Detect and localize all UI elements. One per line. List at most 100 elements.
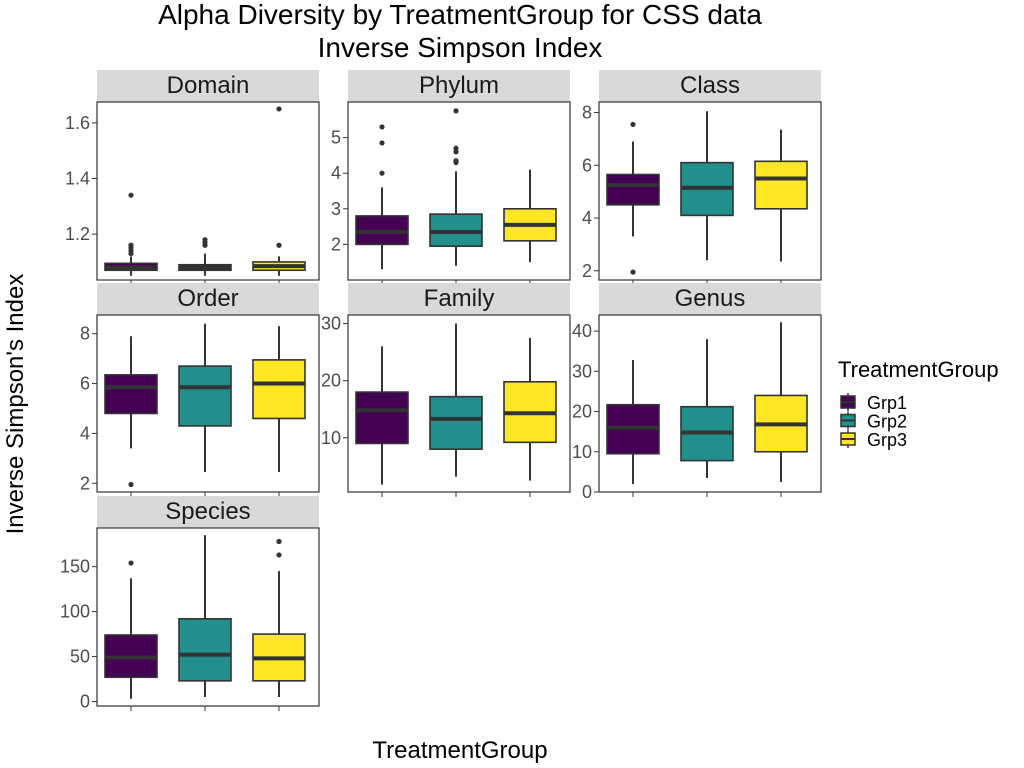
facet-strip [599, 283, 821, 315]
box-iqr [252, 359, 306, 420]
y-tick-label: 4 [80, 423, 90, 443]
y-tick-label: 20 [572, 402, 592, 422]
facet-species: Species 0 50 100 150 [60, 496, 320, 712]
box-iqr [429, 395, 483, 450]
y-tick-label: 2 [582, 261, 592, 281]
y-tick-label: 20 [321, 371, 341, 391]
box-grp3 [503, 169, 557, 285]
y-tick-label: 1.6 [65, 113, 90, 133]
facet-strip [97, 496, 319, 528]
box-grp1 [606, 360, 660, 497]
box-grp1 [104, 192, 158, 285]
chart-title: Alpha Diversity by TreatmentGroup for CS… [158, 0, 762, 30]
outlier-point [453, 158, 459, 164]
legend-item-grp2: Grp2 [840, 411, 907, 432]
y-tick-label: 4 [582, 208, 592, 228]
y-tick-label: 10 [572, 442, 592, 462]
y-tick-label: 6 [582, 155, 592, 175]
box-grp3 [252, 326, 306, 497]
facet-strip [348, 283, 570, 315]
y-axis-label: Inverse Simpson's Index [2, 274, 29, 535]
facet-strip [348, 70, 570, 102]
panel-background [348, 102, 570, 280]
box-grp3 [754, 129, 808, 285]
y-tick-label: 30 [572, 361, 592, 381]
facet-class: Class 2 4 6 8 [582, 70, 822, 285]
facet-strip [97, 283, 319, 315]
y-tick-label: 40 [572, 321, 592, 341]
box-iqr [104, 374, 158, 415]
y-tick-label: 5 [331, 128, 341, 148]
y-tick-label: 8 [582, 103, 592, 123]
panel-border [96, 101, 320, 281]
y-tick-label: 10 [321, 428, 341, 448]
outlier-point [202, 237, 208, 243]
outlier-point [453, 145, 459, 151]
facet-strip [599, 70, 821, 102]
outlier-point [630, 269, 636, 275]
box-grp1 [104, 560, 158, 711]
legend-label: Grp1 [867, 393, 907, 413]
legend-title: TreatmentGroup [838, 357, 999, 382]
y-tick-label: 1.4 [65, 168, 90, 188]
facet-strip-label: Order [177, 285, 238, 312]
facet-strip-label: Class [680, 72, 740, 99]
y-tick-label: 50 [70, 647, 90, 667]
chart-subtitle: Inverse Simpson Index [318, 32, 603, 63]
outlier-point [128, 481, 134, 488]
outlier-point [630, 121, 636, 128]
y-tick-label: 30 [321, 314, 341, 334]
box-iqr [178, 617, 232, 682]
legend-item-grp1: Grp1 [840, 393, 907, 413]
facet-strip-label: Domain [167, 72, 250, 99]
box-grp1 [355, 124, 409, 285]
outlier-point [276, 242, 282, 248]
outlier-point [276, 538, 282, 545]
outlier-point [379, 124, 385, 130]
box-grp1 [104, 336, 158, 497]
panel-border [96, 314, 320, 493]
box-grp3 [252, 106, 306, 285]
x-axis-label: TreatmentGroup [372, 737, 547, 764]
facet-genus: Genus 0 10 20 30 40 [572, 283, 822, 502]
panel-border [598, 101, 822, 281]
panel-background [97, 102, 319, 280]
outlier-point [276, 552, 282, 558]
legend-label: Grp2 [867, 412, 907, 432]
outlier-point [453, 149, 459, 155]
legend-item-grp3: Grp3 [840, 430, 907, 450]
y-tick-label: 0 [582, 482, 592, 502]
box-grp2 [178, 323, 232, 497]
box-grp2 [429, 108, 483, 285]
box-grp1 [606, 121, 660, 285]
facet-phylum: Phylum 2 3 4 5 [331, 70, 571, 285]
panel-border [96, 527, 320, 707]
y-tick-label: 2 [331, 234, 341, 254]
y-tick-label: 150 [60, 557, 90, 577]
panel-border [347, 101, 571, 281]
box-grp3 [252, 538, 306, 711]
panel-border [598, 314, 822, 493]
box-grp2 [178, 535, 232, 711]
outlier-point [276, 106, 282, 112]
facet-strip-label: Family [424, 285, 495, 312]
y-tick-label: 2 [80, 473, 90, 493]
y-tick-label: 6 [80, 374, 90, 394]
facet-domain: Domain 1.2 1.4 1.6 [65, 70, 320, 285]
box-grp2 [680, 111, 734, 285]
box-grp2 [178, 237, 232, 285]
facet-strip-label: Species [165, 498, 250, 525]
facet-order: Order 2 4 6 8 [80, 283, 320, 497]
y-tick-label: 3 [331, 199, 341, 219]
box-iqr [754, 160, 808, 210]
outlier-point [379, 140, 385, 146]
outlier-point [128, 192, 134, 198]
box-grp2 [680, 339, 734, 497]
outlier-point [128, 560, 134, 566]
facet-strip-label: Genus [675, 285, 746, 312]
box-grp3 [754, 322, 808, 497]
y-tick-label: 8 [80, 324, 90, 344]
box-grp1 [355, 346, 409, 497]
facet-strip-label: Phylum [419, 72, 499, 99]
